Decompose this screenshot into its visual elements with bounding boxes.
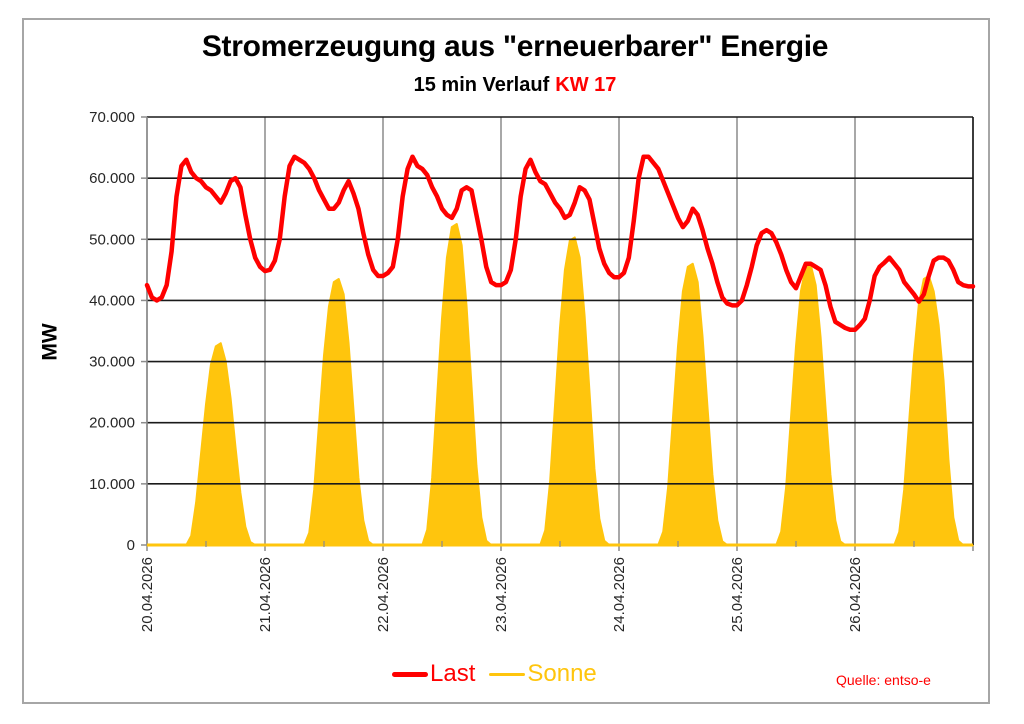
legend: Last Sonne — [392, 660, 611, 688]
x-tick-label: 20.04.2026 — [139, 557, 156, 632]
legend-label-last: Last — [430, 660, 476, 687]
y-tick-label: 10.000 — [89, 476, 135, 493]
y-tick-label: 30.000 — [89, 354, 135, 371]
y-tick-label: 50.000 — [89, 231, 135, 248]
chart-title: Stromerzeugung aus "erneuerbarer" Energi… — [201, 30, 829, 63]
y-tick-label: 70.000 — [89, 109, 135, 126]
chart-subtitle: 15 min Verlauf KW 17 — [150, 74, 880, 97]
y-tick-label: 0 — [127, 537, 135, 554]
legend-swatch-last — [392, 671, 428, 677]
x-tick-label: 23.04.2026 — [493, 557, 510, 632]
legend-label-sonne: Sonne — [527, 660, 597, 687]
source-note: Quelle: entso-e — [836, 672, 931, 688]
subtitle-text: 15 min Verlauf — [413, 74, 550, 96]
legend-item-sonne: Sonne — [489, 660, 597, 688]
series-line-last — [144, 154, 976, 333]
subtitle-week: KW 17 — [555, 74, 617, 96]
x-tick-label: 25.04.2026 — [729, 557, 746, 632]
legend-item-last: Last — [392, 660, 475, 688]
y-tick-label: 60.000 — [89, 170, 135, 187]
legend-swatch-sonne — [489, 672, 526, 676]
x-tick-label: 26.04.2026 — [847, 557, 864, 632]
y-tick-label: 40.000 — [89, 292, 135, 309]
chart-frame — [22, 18, 990, 704]
x-tick-label: 21.04.2026 — [257, 557, 274, 632]
x-tick-label: 22.04.2026 — [375, 557, 392, 632]
x-tick-label: 24.04.2026 — [611, 557, 628, 632]
y-tick-label: 20.000 — [89, 415, 135, 432]
